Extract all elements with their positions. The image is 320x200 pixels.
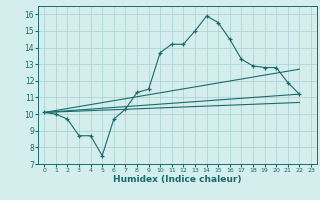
X-axis label: Humidex (Indice chaleur): Humidex (Indice chaleur) (113, 175, 242, 184)
